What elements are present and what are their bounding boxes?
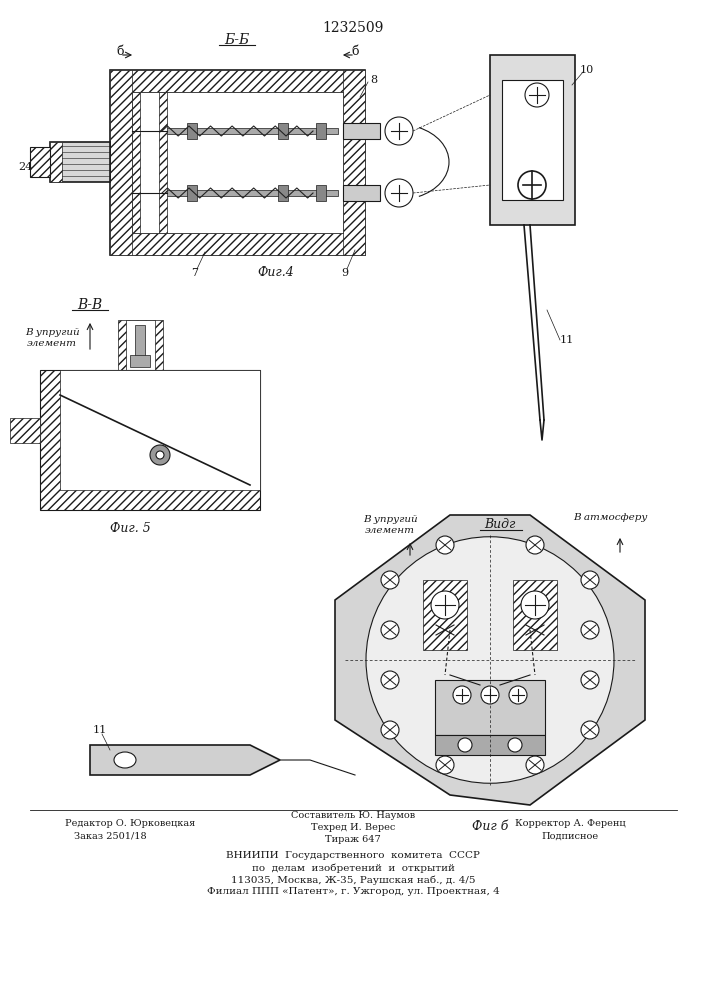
Circle shape (581, 571, 599, 589)
Bar (278, 123, 288, 139)
Bar (110, 70, 132, 255)
Text: Заказ 2501/18: Заказ 2501/18 (74, 832, 146, 840)
Text: Тираж 647: Тираж 647 (325, 836, 381, 844)
Bar (490, 55, 575, 225)
Bar (30, 147, 50, 177)
Bar (60, 370, 260, 490)
Bar (132, 92, 343, 233)
Circle shape (526, 536, 544, 554)
Text: 11: 11 (93, 725, 107, 735)
Bar (118, 320, 163, 370)
Circle shape (481, 686, 499, 704)
Text: 24: 24 (18, 162, 32, 172)
Circle shape (381, 671, 399, 689)
Bar (110, 70, 365, 92)
Circle shape (156, 451, 164, 459)
Bar (343, 70, 365, 255)
Circle shape (521, 591, 549, 619)
Circle shape (381, 571, 399, 589)
Bar (10, 418, 40, 443)
Bar (343, 123, 380, 139)
Bar (150, 190, 338, 196)
Circle shape (381, 621, 399, 639)
Text: Фиг. 5: Фиг. 5 (110, 522, 151, 534)
Text: ВНИИПИ  Государственного  комитета  СССР: ВНИИПИ Государственного комитета СССР (226, 852, 480, 860)
Bar (278, 185, 288, 201)
Text: Фиг.4: Фиг.4 (257, 266, 293, 279)
Bar (135, 325, 145, 365)
Polygon shape (335, 515, 645, 805)
Circle shape (525, 83, 549, 107)
Text: 10: 10 (580, 65, 594, 75)
Text: Фиг б: Фиг б (472, 820, 508, 834)
Bar (150, 128, 338, 134)
Circle shape (436, 536, 454, 554)
Text: Подписное: Подписное (542, 832, 599, 840)
Bar (149, 123, 159, 139)
Text: 8: 8 (370, 75, 377, 85)
Text: Филиал ППП «Патент», г. Ужгород, ул. Проектная, 4: Филиал ППП «Патент», г. Ужгород, ул. Про… (206, 888, 499, 896)
Text: 1232509: 1232509 (322, 21, 384, 35)
Circle shape (581, 621, 599, 639)
Circle shape (381, 721, 399, 739)
Text: Редактор О. Юрковецкая: Редактор О. Юрковецкая (65, 820, 195, 828)
Bar (132, 119, 150, 143)
Text: Корректор А. Ференц: Корректор А. Ференц (515, 820, 625, 828)
Circle shape (526, 756, 544, 774)
Text: 11: 11 (560, 335, 574, 345)
Circle shape (431, 591, 459, 619)
Bar (50, 142, 62, 182)
Bar (187, 185, 197, 201)
Bar (132, 181, 150, 205)
Bar (40, 370, 260, 510)
Circle shape (508, 738, 522, 752)
Text: В упругий
элемент: В упругий элемент (363, 515, 417, 535)
Bar (130, 355, 150, 367)
Bar (435, 680, 545, 735)
Circle shape (581, 671, 599, 689)
Bar (110, 233, 365, 255)
Bar (126, 320, 155, 370)
Bar (132, 92, 167, 233)
Circle shape (385, 117, 413, 145)
Text: б: б (116, 45, 124, 58)
Ellipse shape (366, 537, 614, 783)
Circle shape (509, 686, 527, 704)
Circle shape (436, 756, 454, 774)
Text: б: б (351, 45, 358, 58)
Text: по  делам  изобретений  и  открытий: по делам изобретений и открытий (252, 863, 455, 873)
Bar (50, 142, 110, 182)
Bar (423, 580, 467, 650)
Bar (502, 80, 563, 200)
Circle shape (518, 171, 546, 199)
Circle shape (581, 721, 599, 739)
Text: В-В: В-В (77, 298, 103, 312)
Ellipse shape (114, 752, 136, 768)
Text: Б-Б: Б-Б (224, 33, 250, 47)
Text: Составитель Ю. Наумов: Составитель Ю. Наумов (291, 812, 415, 820)
Circle shape (150, 445, 170, 465)
Text: 9: 9 (341, 268, 349, 278)
Bar (149, 185, 159, 201)
Polygon shape (90, 745, 280, 775)
Bar (110, 70, 365, 255)
Circle shape (385, 179, 413, 207)
Bar (435, 735, 545, 755)
Circle shape (453, 686, 471, 704)
Bar (316, 185, 326, 201)
Bar (316, 123, 326, 139)
Bar (513, 580, 557, 650)
Text: 7: 7 (192, 268, 199, 278)
Text: 113035, Москва, Ж-35, Раушская наб., д. 4/5: 113035, Москва, Ж-35, Раушская наб., д. … (230, 875, 475, 885)
Text: Видг: Видг (484, 518, 515, 532)
Bar (140, 92, 159, 233)
Text: Техред И. Верес: Техред И. Верес (311, 824, 395, 832)
Circle shape (458, 738, 472, 752)
Bar (187, 123, 197, 139)
Text: В упругий
элемент: В упругий элемент (25, 328, 79, 348)
Bar (343, 185, 380, 201)
Text: В атмосферу: В атмосферу (573, 514, 647, 522)
